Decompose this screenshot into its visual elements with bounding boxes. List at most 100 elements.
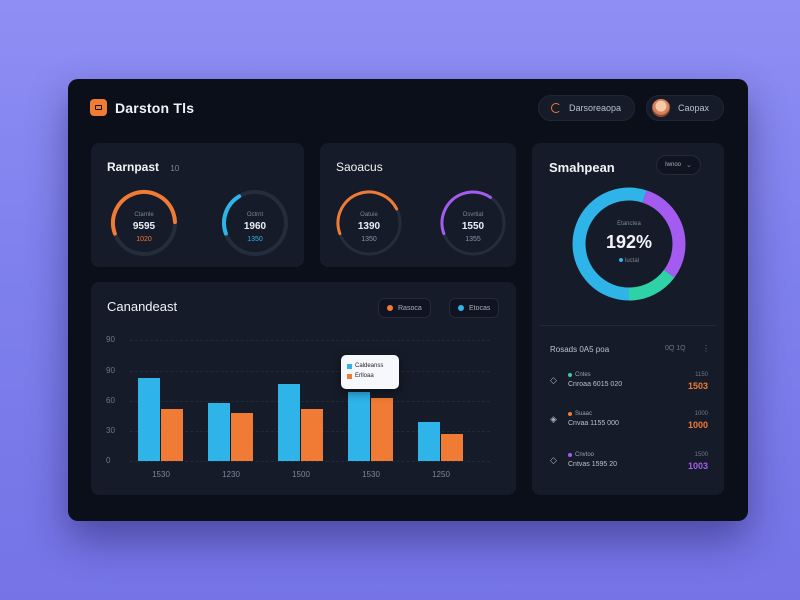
legend-dot-blue	[458, 305, 464, 311]
legend-dot-orange	[387, 305, 393, 311]
gauge-3: Oatuie 1390 1350	[334, 188, 404, 258]
gauge-3-sub: 1350	[361, 236, 377, 243]
x-tick-label: 1250	[432, 470, 450, 479]
row-value: 1003	[687, 461, 708, 471]
legend-label-2: Etocas	[469, 304, 491, 312]
status-dot	[568, 412, 572, 416]
gridline	[130, 461, 490, 462]
bar-blue[interactable]	[348, 392, 370, 461]
app-logo-icon	[90, 99, 107, 116]
row-status: Cntes	[568, 372, 591, 378]
row-meta: 1150	[695, 372, 708, 378]
row-value: 1000	[687, 420, 708, 430]
avatar	[652, 99, 670, 117]
row-name: Cnroaa 6015 020	[568, 381, 623, 388]
bar-orange[interactable]	[161, 408, 183, 461]
legend-item-1[interactable]: Rasoca	[378, 298, 431, 318]
y-tick-label: 60	[106, 396, 115, 405]
list-header-meta: 0Q 1Q	[665, 345, 686, 352]
bar-blue[interactable]	[278, 384, 300, 461]
user-menu-button[interactable]: Caopax	[646, 95, 724, 121]
tooltip-swatch-orange	[347, 373, 352, 379]
x-tick-label: 1500	[292, 470, 310, 479]
status-dot	[568, 373, 572, 377]
bar-orange[interactable]	[231, 412, 253, 461]
legend-label-1: Rasoca	[398, 304, 422, 312]
x-tick-label: 1530	[152, 470, 170, 479]
row-status-label: Suaac	[575, 411, 593, 417]
bar-blue[interactable]	[418, 421, 440, 461]
gridline	[130, 340, 490, 341]
gauge-1-label: Ctarnle	[134, 212, 154, 218]
chevron-down-icon: ⌄	[686, 162, 692, 169]
more-icon[interactable]: ⋮	[702, 344, 710, 353]
list-item[interactable]: ◈ Suaac Cnvaa 1155 000 1000 1000	[548, 411, 712, 441]
donut-segment-purple[interactable]	[572, 187, 686, 301]
date-range-button[interactable]: Darsoreaopa	[538, 95, 635, 121]
diamond-icon: ◇	[550, 455, 557, 465]
date-range-label: Darsoreaopa	[569, 103, 622, 113]
donut-center-value: 192%	[605, 232, 653, 252]
list-item[interactable]: ◇ Cnvtoo Cntvas 1595 20 1500 1003	[548, 452, 712, 482]
gauge-1-ring	[111, 190, 177, 256]
tooltip-line-1: Caldeanss	[355, 363, 384, 369]
legend-item-2[interactable]: Etocas	[449, 298, 500, 318]
list-title: Rosads 0A5 poa	[550, 345, 610, 354]
donut-chart	[572, 187, 686, 301]
donut-legend-dot	[618, 258, 623, 262]
donut-segment-teal[interactable]	[572, 187, 686, 301]
bar-blue[interactable]	[138, 378, 160, 461]
y-tick-label: 0	[106, 456, 111, 465]
gauge-4-sub: 1355	[465, 236, 481, 243]
chart-tooltip: Caldeanss Erlloaa	[341, 355, 399, 389]
gauge-4-value: 1550	[461, 221, 485, 232]
gauge-3-ring	[336, 190, 402, 256]
donut-center-label: Etanctea	[617, 221, 641, 227]
gauge-2-value: 1960	[243, 221, 267, 232]
list-item[interactable]: ◇ Cntes Cnroaa 6015 020 1150 1503	[548, 372, 712, 402]
brand[interactable]: Darston Tls	[90, 99, 194, 116]
gauge-2-ring	[222, 190, 288, 256]
gauge-2-sub: 1350	[247, 236, 263, 243]
gauge-1: Ctarnle 9595 1020	[109, 188, 179, 258]
metrics-card-2	[320, 143, 516, 267]
gauge-4-ring	[440, 190, 506, 256]
row-meta: 1500	[694, 452, 708, 458]
donut-center-sub: Iuctal	[569, 258, 689, 264]
summary-card-title: Smahpean	[549, 160, 615, 175]
bar-blue[interactable]	[208, 402, 230, 461]
summary-card	[532, 143, 724, 495]
gauge-1-arc	[111, 190, 177, 256]
x-tick-label: 1230	[222, 470, 240, 479]
metrics-card-1-title: Rarnpast 10	[107, 160, 180, 174]
summary-divider	[540, 325, 716, 326]
gauge-3-arc	[336, 190, 402, 256]
gauge-4-arc	[440, 190, 506, 256]
bar-chart-title: Canandeast	[107, 299, 178, 314]
gridline	[130, 371, 490, 372]
bar-orange[interactable]	[301, 408, 323, 461]
row-value: 1503	[687, 381, 708, 391]
y-tick-label: 90	[106, 335, 115, 344]
bar-orange[interactable]	[441, 433, 463, 461]
tooltip-line-2: Erlloaa	[355, 373, 374, 379]
gridline	[130, 401, 490, 402]
gauge-2-label: Octrnt	[246, 212, 264, 218]
y-tick-label: 90	[106, 366, 115, 375]
diamond-icon: ◈	[550, 414, 557, 424]
period-dropdown-label: Iwnoo	[665, 162, 682, 168]
row-status-label: Cnvtoo	[575, 452, 595, 458]
gauge-4: Osvrtiat 1550 1355	[438, 188, 508, 258]
diamond-icon: ◇	[550, 375, 557, 385]
gauge-2: Octrnt 1960 1350	[220, 188, 290, 258]
user-name: Caopax	[678, 103, 710, 113]
gauge-1-sub: 1020	[136, 236, 152, 243]
bar-orange[interactable]	[371, 398, 393, 461]
row-status: Suaac	[568, 411, 592, 417]
row-name: Cnvaa 1155 000	[568, 420, 619, 427]
gauge-2-arc	[222, 190, 288, 256]
period-dropdown[interactable]: Iwnoo ⌄	[656, 155, 701, 175]
x-tick-label: 1530	[362, 470, 380, 479]
y-tick-label: 30	[106, 426, 115, 435]
row-status: Cnvtoo	[568, 452, 594, 458]
